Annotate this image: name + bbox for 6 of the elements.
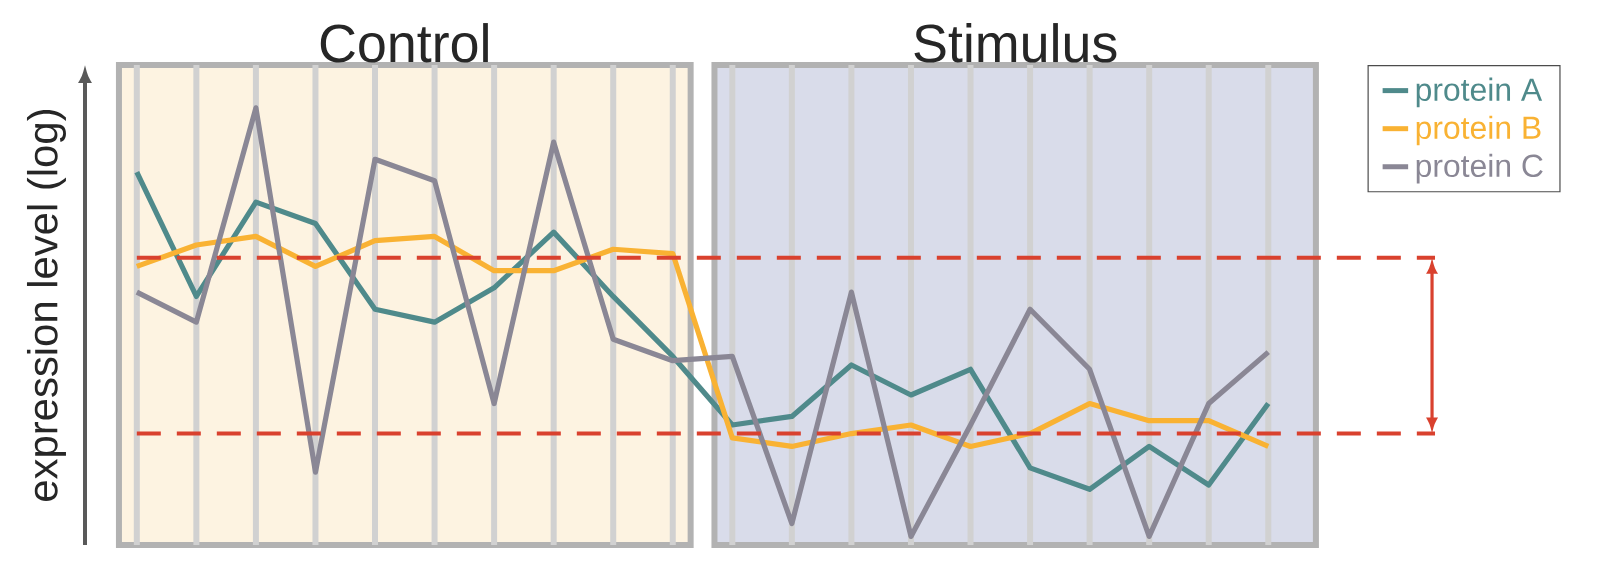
legend-label: protein B — [1416, 115, 1541, 146]
text: Control — [320, 23, 488, 63]
y-axis-title: expression level (log) — [26, 110, 66, 501]
text: Stimulus — [914, 23, 1117, 63]
legend-label: protein A — [1416, 77, 1543, 108]
legend-label: protein C — [1416, 153, 1543, 184]
